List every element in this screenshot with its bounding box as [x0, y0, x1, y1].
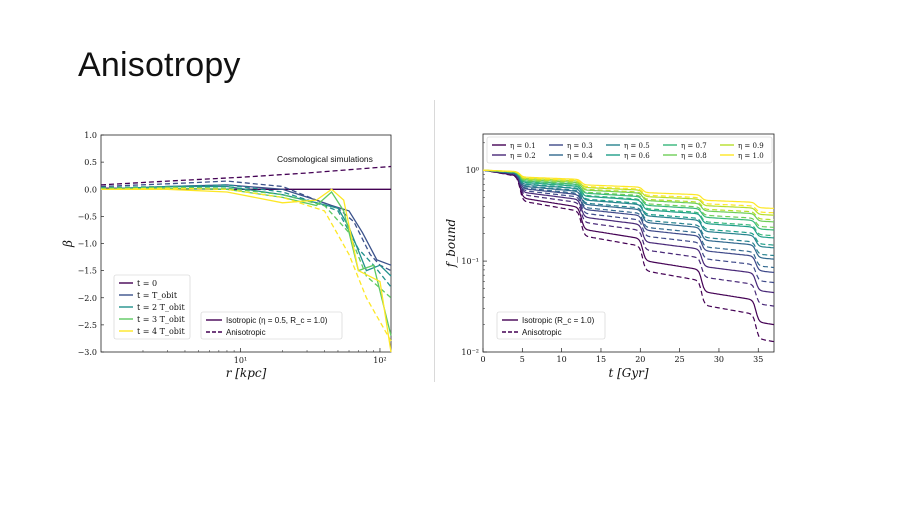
- left-y-axis-label: β: [61, 240, 75, 248]
- right-eta-legend-box: [486, 136, 773, 164]
- right-x-tick-label: 5: [520, 355, 525, 364]
- right-eta-legend-label: η = 0.3: [567, 142, 593, 150]
- right-series-line: [482, 169, 775, 228]
- left-series-line: [100, 187, 392, 342]
- right-eta-legend-label: η = 0.4: [567, 152, 593, 160]
- right-series-line: [482, 169, 775, 249]
- left-series-line: [100, 185, 392, 277]
- right-style-legend-box: [496, 311, 606, 340]
- right-x-tick-label: 35: [753, 355, 763, 364]
- right-x-tick-label: 20: [635, 355, 645, 364]
- left-style-legend-box: [200, 311, 343, 340]
- right-series-line: [482, 169, 775, 257]
- slide-divider: [434, 100, 435, 382]
- right-series-line: [482, 169, 774, 221]
- right-series-line: [482, 169, 775, 284]
- left-time-legend-label: t = 4 T_obit: [137, 327, 185, 336]
- right-eta-legend-label: η = 0.7: [681, 142, 707, 150]
- left-x-axis-label: r [kpc]: [226, 366, 267, 380]
- left-y-tick-label: 0.0: [84, 185, 97, 194]
- left-series-line: [100, 180, 392, 272]
- right-series-line: [482, 169, 775, 294]
- left-series-line: [101, 188, 392, 353]
- right-y-tick-label: 10⁻²: [461, 348, 479, 357]
- slide-title: Anisotropy: [78, 46, 241, 84]
- right-x-axis-label: t [Gyr]: [608, 366, 648, 380]
- left-time-legend-label: t = 0: [137, 279, 157, 288]
- right-series-line: [482, 169, 775, 343]
- right-eta-legend-label: η = 0.5: [624, 142, 650, 150]
- left-series-line: [100, 184, 392, 288]
- right-series-line: [482, 169, 775, 260]
- right-series-line: [483, 169, 775, 209]
- left-style-legend-label: Isotropic (η = 0.5, R_c = 1.0): [226, 316, 328, 325]
- right-eta-legend-label: η = 0.2: [510, 152, 536, 160]
- right-x-tick-label: 25: [675, 355, 685, 364]
- right-series-line: [482, 169, 775, 269]
- right-series-line: [482, 169, 775, 307]
- right-series-line: [482, 169, 775, 326]
- left-y-tick-label: −2.5: [78, 321, 97, 330]
- right-series-line: [483, 169, 775, 214]
- left-y-tick-label: −2.0: [78, 294, 97, 303]
- right-y-axis-label: f_bound: [444, 218, 458, 268]
- right-x-tick-label: 10: [557, 355, 567, 364]
- left-x-tick-label: 10¹: [234, 356, 247, 365]
- right-style-legend-label: Anisotropic: [522, 328, 562, 337]
- left-time-legend-label: t = 3 T_obit: [137, 315, 185, 324]
- left-y-tick-label: 1.0: [84, 131, 97, 140]
- left-x-tick-label: 10²: [373, 356, 386, 365]
- left-time-legend-label: t = T_obit: [137, 291, 178, 300]
- right-plot-frame: [482, 133, 775, 353]
- right-y-tick-label: 10⁰: [466, 166, 479, 175]
- right-style-legend-label: Isotropic (R_c = 1.0): [522, 316, 595, 325]
- right-series-line: [482, 169, 775, 273]
- left-y-tick-label: 0.5: [84, 158, 97, 167]
- left-y-tick-label: −3.0: [78, 348, 97, 357]
- left-time-legend-label: t = 2 T_obit: [137, 303, 185, 312]
- left-series-line: [100, 186, 392, 299]
- left-time-legend-box: [113, 274, 191, 340]
- right-series-line: [482, 169, 775, 246]
- right-eta-legend-label: η = 0.8: [681, 152, 707, 160]
- right-y-tick-label: 10⁻¹: [461, 257, 479, 266]
- left-annotation-cosmological: Cosmological simulations: [277, 154, 373, 164]
- right-eta-legend-label: η = 1.0: [738, 152, 764, 160]
- right-eta-legend-label: η = 0.6: [624, 152, 650, 160]
- right-x-tick-label: 15: [596, 355, 606, 364]
- right-x-tick-label: 30: [714, 355, 724, 364]
- right-x-tick-label: 0: [480, 355, 485, 364]
- right-eta-legend-label: η = 0.9: [738, 142, 764, 150]
- left-y-tick-label: −1.5: [78, 267, 97, 276]
- right-eta-legend-label: η = 0.1: [510, 142, 536, 150]
- right-series-line: [482, 169, 775, 237]
- left-style-legend-label: Anisotropic: [226, 328, 266, 337]
- left-series-line: [100, 165, 392, 186]
- left-y-tick-label: −1.0: [78, 240, 97, 249]
- left-y-tick-label: −0.5: [78, 212, 97, 221]
